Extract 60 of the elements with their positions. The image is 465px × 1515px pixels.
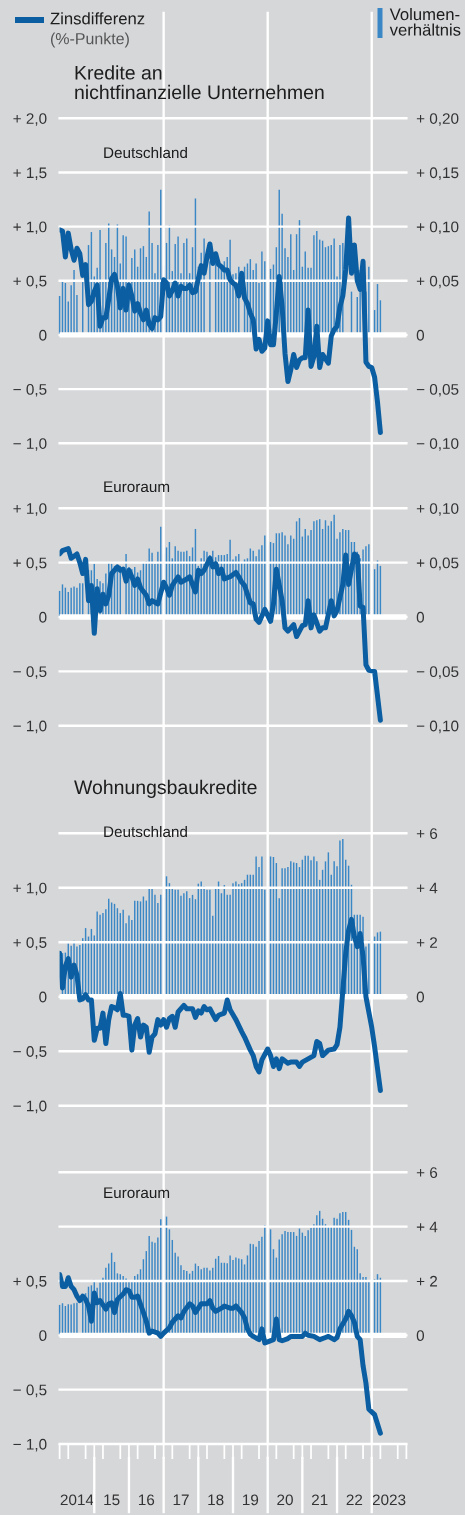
x-tick-label: 18 [208, 1494, 224, 1506]
text: Deutschland [104, 146, 187, 159]
legend-label: Zinsdifferenz [50, 12, 145, 25]
y2-tick-label: + 0,05 [416, 275, 459, 289]
y-tick-label: − 0,5 [13, 666, 47, 679]
x-tick-label: 19 [243, 1494, 259, 1506]
y-tick-label: + 2,0 [13, 113, 47, 126]
y2-tick-label: + 4 [416, 1221, 438, 1233]
y-tick-label: 0 [39, 991, 47, 1003]
y-tick-label: + 0,5 [13, 275, 47, 289]
y2-tick-label: 0 [416, 611, 425, 623]
y2-tick-label: 0 [416, 991, 425, 1003]
y-tick-label: + 1,0 [13, 221, 47, 235]
x-tick-label: 22 [346, 1494, 363, 1506]
chart-title: Kredite an nichtfinanzielle Unternehmen [75, 65, 324, 100]
y-tick-label: + 0,5 [13, 937, 47, 950]
y-tick-label: + 1,5 [13, 167, 47, 180]
y2-tick-label: 0 [416, 1330, 425, 1342]
y2-tick-label: − 0,05 [416, 666, 459, 679]
x-tick-label: 21 [311, 1494, 328, 1506]
legend-label: Volumen- verhältnis [389, 8, 461, 36]
y2-tick-label: + 2 [416, 1275, 438, 1287]
x-tick-label: 20 [277, 1494, 293, 1506]
y-tick-label: 0 [39, 329, 47, 341]
y-tick-label: − 1,0 [13, 720, 47, 734]
chart-subtitle: Deutschland [104, 825, 187, 838]
x-tick-label: 2023 [372, 1494, 406, 1506]
y-tick-label: − 1,0 [13, 1100, 47, 1114]
y2-tick-label: + 4 [416, 882, 438, 894]
y2-tick-label: + 6 [416, 1167, 438, 1178]
y-tick-label: 0 [39, 1330, 47, 1342]
x-tick-label: 2014 [60, 1494, 94, 1506]
chart-title: Wohnungsbaukredite [74, 779, 257, 798]
y2-tick-label: 0 [416, 329, 425, 341]
y2-tick-label: + 0,15 [416, 167, 459, 180]
y-axis-title: (%-Punkte) [50, 32, 129, 48]
y-tick-label: − 1,0 [13, 1438, 47, 1452]
x-tick-label: 15 [104, 1494, 120, 1506]
y2-tick-label: + 0,20 [416, 113, 459, 126]
y2-tick-label: + 6 [416, 828, 438, 839]
y2-tick-label: + 0,10 [416, 221, 459, 235]
y-tick-label: + 1,0 [13, 882, 47, 896]
y2-tick-label: − 0,10 [416, 720, 459, 734]
y-tick-label: − 0,5 [13, 1384, 47, 1398]
y-tick-label: − 0,5 [13, 1046, 47, 1059]
y2-tick-label: − 0,05 [416, 384, 459, 397]
y2-tick-label: + 2 [416, 937, 438, 948]
y-tick-label: 0 [39, 611, 47, 623]
y-tick-label: + 0,5 [13, 1275, 47, 1289]
y-tick-label: − 1,0 [13, 438, 47, 451]
x-tick-label: 17 [173, 1494, 189, 1506]
y2-tick-label: + 0,05 [416, 557, 459, 571]
x-tick-label: 16 [138, 1494, 155, 1506]
y2-tick-label: + 0,10 [416, 503, 459, 516]
y-tick-label: + 0,5 [13, 557, 47, 571]
chart-subtitle: Euroraum [104, 481, 170, 493]
y2-tick-label: − 0,10 [416, 438, 459, 451]
y-tick-label: + 1,0 [13, 503, 47, 516]
y-tick-label: − 0,5 [13, 384, 47, 397]
text: Euroraum [104, 1187, 170, 1199]
